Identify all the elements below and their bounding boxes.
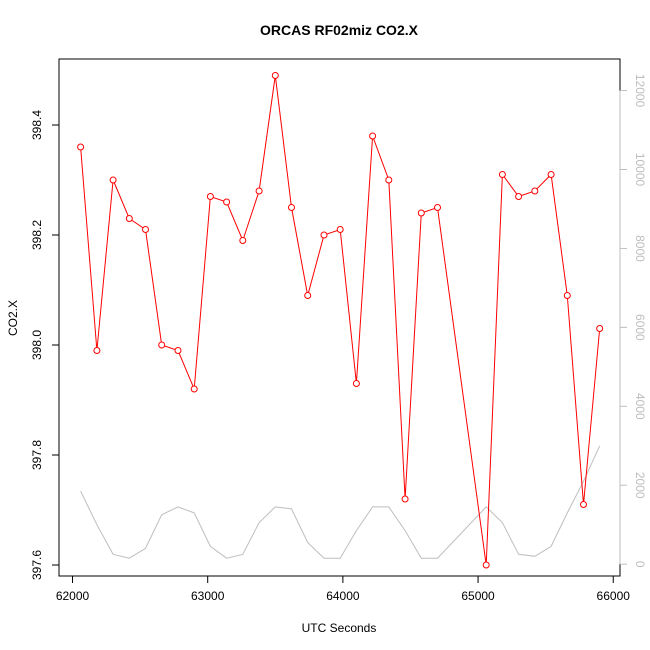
right-tick-label: 2000 — [633, 472, 647, 499]
right-tick-label: 6000 — [633, 314, 647, 341]
series-line-right-axis — [80, 445, 601, 559]
y-tick-label: 398.0 — [30, 330, 44, 360]
series-line-co2 — [80, 75, 601, 566]
y-axis: 397.6 397.8 398.0 398.2 398.4 — [30, 110, 60, 580]
data-point — [255, 187, 263, 195]
right-y-axis: 0 2000 4000 6000 8000 10000 12000 — [619, 74, 647, 568]
data-point — [158, 341, 166, 349]
data-point — [352, 380, 360, 387]
data-point — [190, 385, 198, 393]
data-point — [109, 176, 117, 184]
data-point — [288, 204, 295, 211]
data-point — [434, 204, 441, 211]
x-tick-label: 62000 — [56, 589, 90, 603]
data-point — [77, 143, 85, 151]
data-point — [547, 171, 555, 178]
x-tick-label: 64000 — [326, 589, 360, 603]
y-tick-label: 398.2 — [30, 220, 44, 250]
x-tick-label: 66000 — [597, 589, 631, 603]
data-point — [304, 292, 312, 299]
left-axis-series-line — [77, 72, 604, 569]
chart-title: ORCAS RF02miz CO2.X — [260, 22, 419, 38]
right-tick-label: 10000 — [633, 153, 647, 187]
data-point — [515, 193, 523, 200]
right-tick-label: 12000 — [633, 74, 647, 108]
data-point — [174, 347, 182, 354]
data-point — [563, 292, 571, 299]
x-axis-label: UTC Seconds — [302, 621, 377, 635]
data-point — [206, 193, 214, 200]
data-point — [385, 176, 393, 184]
x-axis: 62000 63000 64000 65000 66000 — [56, 575, 631, 603]
data-point — [580, 501, 587, 508]
data-point — [336, 226, 344, 233]
right-tick-label: 8000 — [633, 235, 647, 262]
right-axis-series-line — [80, 445, 601, 559]
data-point — [596, 325, 604, 332]
y-tick-label: 397.8 — [30, 440, 44, 470]
x-tick-label: 63000 — [191, 589, 225, 603]
data-point — [142, 226, 149, 233]
data-point — [125, 215, 133, 222]
data-point — [531, 187, 539, 195]
y-tick-label: 397.6 — [30, 550, 44, 580]
x-tick-label: 65000 — [461, 589, 495, 603]
data-point — [401, 495, 409, 503]
data-point — [369, 132, 377, 140]
data-point — [223, 198, 231, 206]
data-point — [320, 231, 328, 239]
y-tick-label: 398.4 — [30, 110, 44, 140]
data-point — [482, 561, 490, 569]
data-point — [93, 347, 101, 354]
y-axis-label: CO2.X — [6, 300, 20, 336]
data-point — [271, 72, 279, 79]
data-point — [239, 237, 247, 244]
right-tick-label: 0 — [633, 561, 647, 568]
data-point — [498, 171, 506, 178]
plot-frame — [58, 58, 621, 577]
data-point — [417, 209, 425, 217]
right-tick-label: 4000 — [633, 393, 647, 420]
